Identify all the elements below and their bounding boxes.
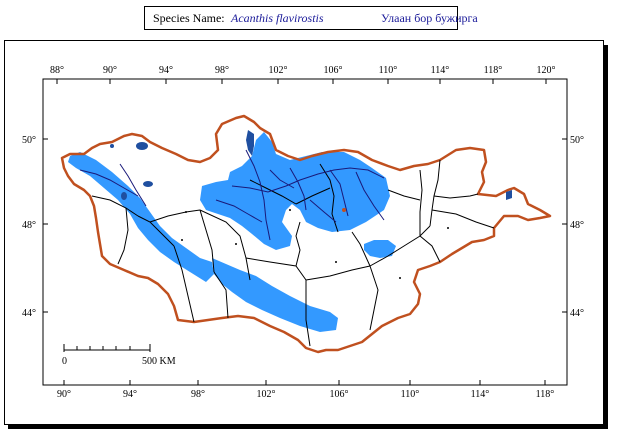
lake-khuvsgul — [246, 130, 254, 156]
lat-right-0: 50° — [570, 135, 584, 146]
scale-bar-start: 0 — [62, 356, 67, 367]
lon-top-5: 106° — [324, 65, 343, 76]
lon-bottom-3: 102° — [257, 389, 276, 400]
scale-bar: 0 500 KM — [62, 344, 176, 367]
lat-left-2: 44° — [22, 308, 36, 319]
rivers — [79, 149, 385, 241]
lon-bottom-2: 98° — [191, 389, 205, 400]
lon-top-1: 90° — [103, 65, 117, 76]
lon-bottom-5: 110° — [401, 389, 420, 400]
lon-bottom-4: 106° — [330, 389, 349, 400]
lake-achit — [110, 144, 114, 148]
lon-top-7: 114° — [431, 65, 450, 76]
map-inner-border — [42, 78, 568, 386]
scientific-name: Acanthis flavirostis — [231, 11, 324, 25]
lon-bottom-0: 90° — [57, 389, 71, 400]
settlement-dots — [181, 209, 449, 279]
lat-right-1: 48° — [570, 220, 584, 231]
top-longitude-labels: 88° 90° 94° 98° 102° 106° 110° 114° 118°… — [50, 65, 556, 76]
lon-top-4: 102° — [269, 65, 288, 76]
lon-bottom-7: 118° — [536, 389, 555, 400]
species-name-label: Species Name: — [153, 11, 225, 25]
scale-bar-end: 500 KM — [142, 356, 176, 367]
range-east-patch — [364, 240, 396, 258]
lake-dot — [342, 208, 346, 212]
lon-top-3: 98° — [215, 65, 229, 76]
lon-top-6: 110° — [379, 65, 398, 76]
lon-top-2: 94° — [159, 65, 173, 76]
species-title-box: Species Name: Acanthis flavirostis Улаан… — [144, 6, 478, 30]
lon-bottom-6: 114° — [471, 389, 490, 400]
lake-khyargas — [143, 181, 153, 187]
lake-uvs — [136, 142, 148, 150]
range-north-central — [200, 132, 390, 250]
lon-bottom-1: 94° — [123, 389, 137, 400]
bottom-longitude-labels: 90° 94° 98° 102° 106° 110° 114° 118° — [57, 389, 554, 400]
lat-left-1: 48° — [22, 220, 36, 231]
latitude-labels: 50° 48° 44° 50° 48° 44° — [22, 135, 584, 319]
lat-right-2: 44° — [570, 308, 584, 319]
admin-boundaries — [91, 159, 495, 347]
lon-top-8: 118° — [484, 65, 503, 76]
tick-marks — [43, 79, 567, 385]
lon-top-0: 88° — [50, 65, 64, 76]
mongolian-name: Улаан бор бужирга — [381, 11, 478, 25]
lat-left-0: 50° — [22, 135, 36, 146]
lake-buir — [506, 190, 512, 200]
lakes — [110, 130, 512, 212]
country-border — [60, 114, 552, 354]
lake-khar-us — [121, 192, 127, 200]
lon-top-9: 120° — [537, 65, 556, 76]
